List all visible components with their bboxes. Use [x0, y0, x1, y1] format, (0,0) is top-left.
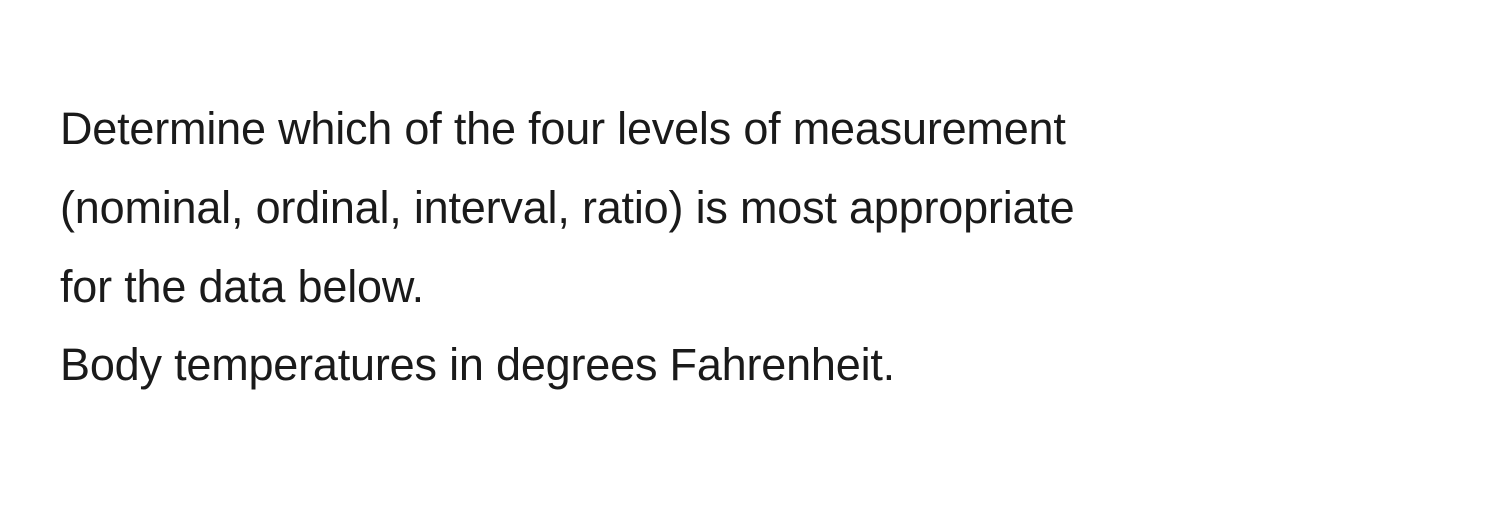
question-line-1: Determine which of the four levels of me…	[60, 103, 1066, 154]
question-line-2: (nominal, ordinal, interval, ratio) is m…	[60, 182, 1074, 233]
question-line-3: for the data below.	[60, 261, 424, 312]
question-line-4: Body temperatures in degrees Fahrenheit.	[60, 339, 895, 390]
question-content: Determine which of the four levels of me…	[0, 0, 1500, 405]
question-paragraph: Determine which of the four levels of me…	[60, 90, 1440, 405]
